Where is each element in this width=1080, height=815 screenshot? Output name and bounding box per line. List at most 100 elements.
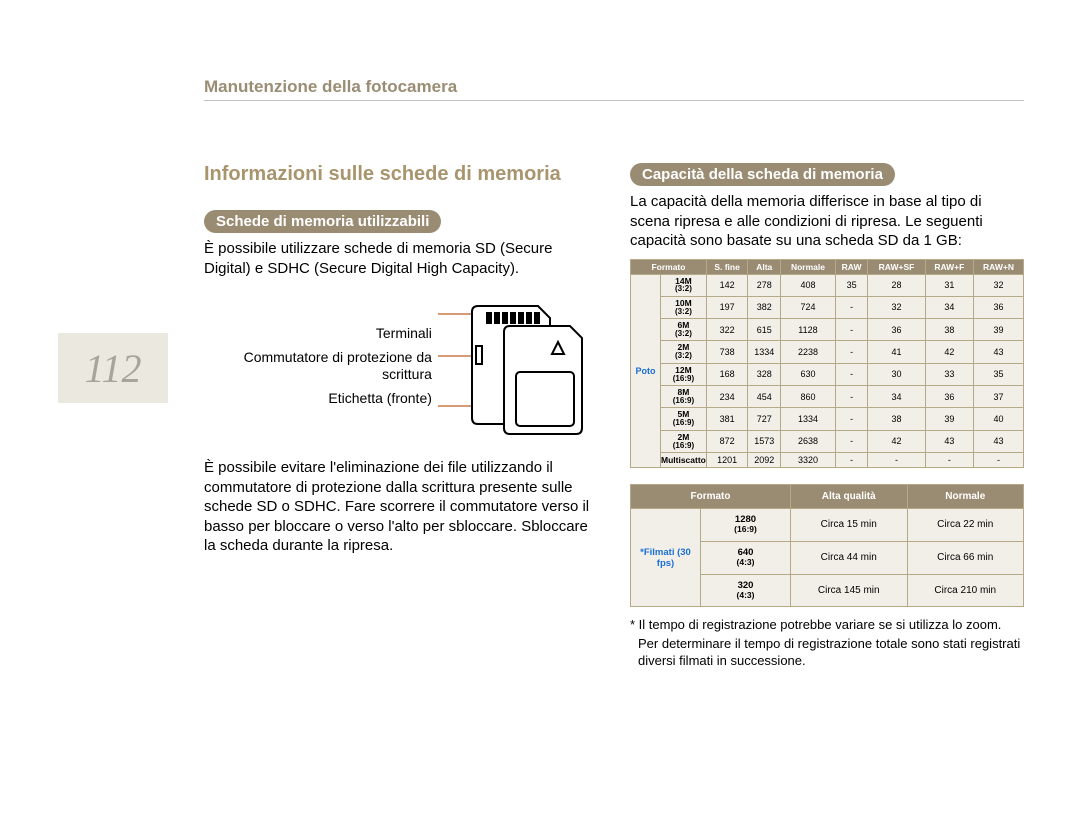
- capacity-format: Multiscatto: [661, 453, 707, 468]
- table-row: 2M(3:2)73813342238-414243: [631, 341, 1024, 363]
- table-row: 5M(16:9)3817271334-383940: [631, 408, 1024, 430]
- table-row: Poto14M(3:2)14227840835283132: [631, 274, 1024, 296]
- cap-h-raw: RAW: [835, 259, 868, 274]
- capacity-cell: 860: [781, 386, 836, 408]
- video-table: Formato Alta qualità Normale *Filmati (3…: [630, 484, 1024, 607]
- capacity-cell: 33: [925, 363, 973, 385]
- capacity-cell: -: [835, 408, 868, 430]
- capacity-cell: -: [868, 453, 925, 468]
- footnote-2: Per determinare il tempo di registrazion…: [630, 636, 1024, 670]
- label-front: Etichetta (fronte): [328, 390, 432, 408]
- capacity-cell: 197: [706, 296, 747, 318]
- capacity-cell: 43: [974, 341, 1024, 363]
- cap-h-normale: Normale: [781, 259, 836, 274]
- capacity-cell: 382: [748, 296, 781, 318]
- video-cell: Circa 145 min: [791, 574, 908, 607]
- vid-h-alta: Alta qualità: [791, 485, 908, 509]
- capacity-cell: 42: [925, 341, 973, 363]
- capacity-cell: 42: [868, 430, 925, 452]
- video-cell: Circa 210 min: [907, 574, 1024, 607]
- capacity-cell: 381: [706, 408, 747, 430]
- video-cell: Circa 22 min: [907, 509, 1024, 542]
- capacity-cell: -: [835, 341, 868, 363]
- video-cell: Circa 66 min: [907, 541, 1024, 574]
- capacity-format: 12M(16:9): [661, 363, 707, 385]
- capacity-cell: 43: [974, 430, 1024, 452]
- left-pill: Schede di memoria utilizzabili: [204, 210, 441, 233]
- capacity-cell: 168: [706, 363, 747, 385]
- capacity-format: 6M(3:2): [661, 319, 707, 341]
- right-pill: Capacità della scheda di memoria: [630, 163, 895, 186]
- capacity-cell: 142: [706, 274, 747, 296]
- capacity-table: Formato S. fine Alta Normale RAW RAW+SF …: [630, 259, 1024, 469]
- left-column: Informazioni sulle schede di memoria Sch…: [204, 163, 598, 670]
- capacity-cell: 1334: [781, 408, 836, 430]
- capacity-cell: 40: [974, 408, 1024, 430]
- table-row: 6M(3:2)3226151128-363839: [631, 319, 1024, 341]
- cap-h-sfine: S. fine: [706, 259, 747, 274]
- capacity-category: Poto: [631, 274, 661, 468]
- video-cell: Circa 15 min: [791, 509, 908, 542]
- video-format: 640(4:3): [701, 541, 791, 574]
- capacity-cell: 328: [748, 363, 781, 385]
- capacity-cell: 39: [925, 408, 973, 430]
- capacity-cell: 31: [925, 274, 973, 296]
- vid-h-normale: Normale: [907, 485, 1024, 509]
- cap-h-rawsf: RAW+SF: [868, 259, 925, 274]
- cap-h-alta: Alta: [748, 259, 781, 274]
- capacity-cell: 322: [706, 319, 747, 341]
- table-row: 10M(3:2)197382724-323436: [631, 296, 1024, 318]
- capacity-cell: 28: [868, 274, 925, 296]
- capacity-format: 2M(16:9): [661, 430, 707, 452]
- capacity-cell: -: [835, 453, 868, 468]
- capacity-cell: 43: [925, 430, 973, 452]
- capacity-cell: 36: [925, 386, 973, 408]
- capacity-cell: 35: [835, 274, 868, 296]
- capacity-format: 14M(3:2): [661, 274, 707, 296]
- capacity-cell: 1128: [781, 319, 836, 341]
- capacity-cell: -: [835, 363, 868, 385]
- video-category: *Filmati (30 fps): [631, 509, 701, 607]
- page-number-block: 112: [58, 333, 168, 403]
- capacity-cell: 34: [868, 386, 925, 408]
- capacity-cell: -: [835, 296, 868, 318]
- label-terminals: Terminali: [376, 325, 432, 343]
- capacity-format: 10M(3:2): [661, 296, 707, 318]
- capacity-cell: 32: [868, 296, 925, 318]
- capacity-cell: 38: [868, 408, 925, 430]
- table-row: 12M(16:9)168328630-303335: [631, 363, 1024, 385]
- capacity-cell: 1573: [748, 430, 781, 452]
- page-header: Manutenzione della fotocamera: [204, 77, 457, 97]
- capacity-cell: 727: [748, 408, 781, 430]
- left-para2: È possibile evitare l'eliminazione dei f…: [204, 458, 598, 556]
- capacity-format: 2M(3:2): [661, 341, 707, 363]
- capacity-cell: 278: [748, 274, 781, 296]
- capacity-cell: 36: [974, 296, 1024, 318]
- capacity-cell: 41: [868, 341, 925, 363]
- capacity-cell: -: [835, 319, 868, 341]
- capacity-cell: 3320: [781, 453, 836, 468]
- capacity-cell: -: [974, 453, 1024, 468]
- capacity-cell: 615: [748, 319, 781, 341]
- capacity-cell: 37: [974, 386, 1024, 408]
- left-intro: È possibile utilizzare schede di memoria…: [204, 239, 598, 278]
- capacity-cell: 1334: [748, 341, 781, 363]
- table-row: 8M(16:9)234454860-343637: [631, 386, 1024, 408]
- capacity-format: 5M(16:9): [661, 408, 707, 430]
- vid-h-formato: Formato: [631, 485, 791, 509]
- terminals-icon: [486, 312, 540, 324]
- capacity-cell: 2092: [748, 453, 781, 468]
- capacity-cell: 454: [748, 386, 781, 408]
- cap-h-rawf: RAW+F: [925, 259, 973, 274]
- capacity-cell: 1201: [706, 453, 747, 468]
- capacity-cell: 724: [781, 296, 836, 318]
- capacity-format: 8M(16:9): [661, 386, 707, 408]
- capacity-cell: 36: [868, 319, 925, 341]
- table-row: Multiscatto120120923320----: [631, 453, 1024, 468]
- capacity-cell: -: [835, 386, 868, 408]
- footnote-1: * Il tempo di registrazione potrebbe var…: [630, 617, 1024, 634]
- video-cell: Circa 44 min: [791, 541, 908, 574]
- capacity-cell: -: [835, 430, 868, 452]
- right-column: Capacità della scheda di memoria La capa…: [630, 163, 1024, 670]
- capacity-cell: 234: [706, 386, 747, 408]
